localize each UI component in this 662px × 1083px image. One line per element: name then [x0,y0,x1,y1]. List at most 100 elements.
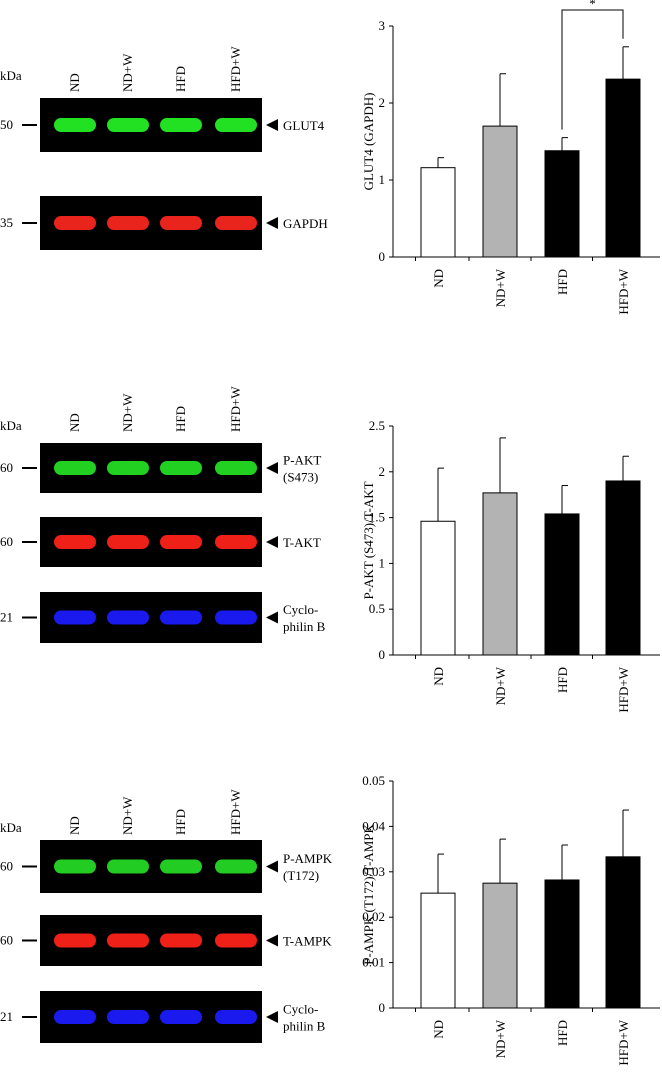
bar [420,167,456,258]
blot-band [215,216,257,230]
blot-band [160,933,202,948]
blot-band [160,118,202,132]
band-label: T-AMPK [283,934,332,949]
y-tick-label: 0 [379,249,386,264]
blot-band [160,1010,202,1024]
bar [544,150,580,258]
arrowhead [266,536,278,548]
bar [482,125,518,258]
blot-band [215,933,257,948]
blot-band [107,1010,149,1024]
bar [605,78,641,258]
bar [605,856,641,1009]
y-axis-label: P-AKT (S473)/T-AKT [361,481,376,599]
blot-band [160,859,202,874]
significance-label: * [589,0,596,11]
arrowhead [266,611,278,624]
y-tick-label: 2 [379,95,386,110]
x-tick-label: ND+W [493,1019,508,1058]
y-tick-label: 3 [379,18,386,33]
significance-bracket [561,9,624,130]
blot-band [54,461,96,475]
y-tick-label: 0 [379,647,386,662]
band-label: philin B [283,619,326,634]
x-tick-label: ND [431,667,446,686]
x-tick-label: HFD+W [616,268,631,314]
blot-band [160,461,202,475]
marker-label: 21 [0,610,13,625]
blot-band [54,216,96,230]
y-axis-label: P-AMPK (T172)/T-AMPK [361,824,376,965]
y-tick-label: 0.5 [369,601,385,616]
blot-band [215,859,257,874]
y-tick-label: 0.04 [362,818,385,833]
marker-label: 35 [0,215,13,230]
kda-label: kDa [0,418,22,433]
y-tick-label: 1.5 [369,510,385,525]
arrowhead [266,217,278,229]
x-tick-label: ND [431,269,446,288]
kda-label: kDa [0,820,22,835]
blot-band [107,118,149,132]
lane-label: ND [67,73,82,92]
arrowhead [266,119,278,131]
x-tick-label: HFD [555,269,570,295]
lane-label: HFD [173,809,188,835]
band-label: GAPDH [283,216,328,231]
bar [482,882,518,1009]
blot-band [107,933,149,948]
lane-label: ND [67,413,82,432]
band-label: P-AKT [283,453,321,468]
bar [420,520,456,656]
blot-band [215,461,257,475]
lane-label: HFD [173,406,188,432]
blot-band [107,610,149,625]
x-tick-label: ND+W [493,666,508,705]
bar [482,492,518,656]
blot-band [107,535,149,549]
marker-label: 60 [0,460,13,475]
blot-band [54,933,96,948]
kda-label: kDa [0,68,22,83]
blot-band [54,1010,96,1024]
blot-band [215,1010,257,1024]
bar [544,879,580,1009]
bar [605,480,641,656]
blot-band [215,610,257,625]
lane-label: ND [67,816,82,835]
y-tick-label: 2.5 [369,418,385,433]
lane-label: ND+W [120,53,135,92]
band-label: Cyclo- [283,1002,318,1017]
blot-band [54,859,96,874]
blot-band [107,216,149,230]
marker-label: 50 [0,117,13,132]
marker-label: 60 [0,534,13,549]
blot-band [54,535,96,549]
blot-band [215,535,257,549]
y-tick-label: 0 [379,1000,386,1015]
y-axis-label: GLUT4 (GAPDH) [361,93,376,191]
blot-band [107,859,149,874]
arrowhead [266,462,278,474]
arrowhead [266,934,278,947]
y-tick-label: 0.05 [362,773,385,788]
blot-band [54,118,96,132]
lane-label: HFD+W [228,789,243,835]
lane-label: HFD [173,66,188,92]
x-tick-label: HFD+W [616,666,631,712]
marker-label: 60 [0,859,13,874]
blot-band [160,216,202,230]
marker-label: 21 [0,1009,13,1024]
x-tick-label: HFD [555,1020,570,1046]
x-tick-label: HFD [555,667,570,693]
band-label: (T172) [283,868,319,883]
marker-label: 60 [0,933,13,948]
x-tick-label: ND [431,1020,446,1039]
band-label: Cyclo- [283,602,318,617]
lane-label: HFD+W [228,46,243,92]
lane-label: ND+W [120,796,135,835]
arrowhead [266,860,278,873]
band-label: (S473) [283,470,318,485]
lane-label: ND+W [120,393,135,432]
